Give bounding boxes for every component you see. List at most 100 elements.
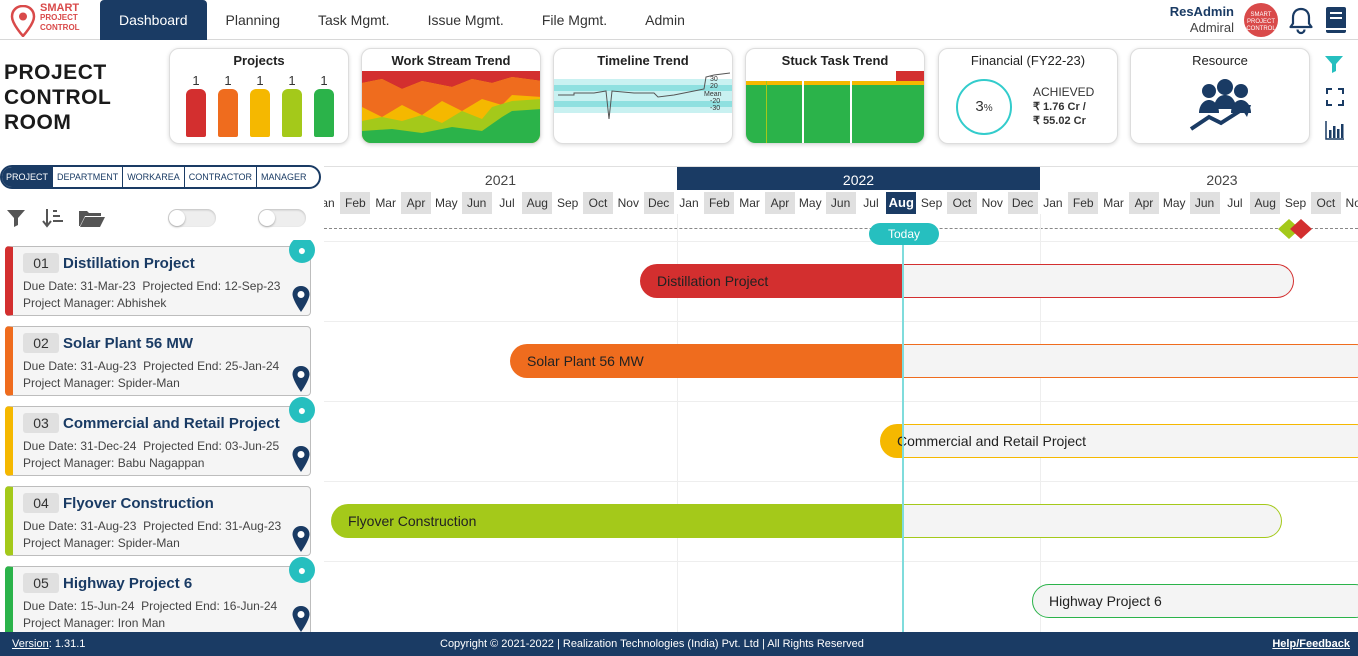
location-pin-icon[interactable] [291,285,311,313]
project-card-01[interactable]: 01 Distillation Project Due Date: 31-Mar… [5,246,311,316]
timeline-label-mean: Mean [704,91,722,98]
projects-bar-yellow[interactable] [250,89,270,137]
projects-bar-green[interactable] [314,89,334,137]
financial-summary: ACHIEVED ₹ 1.76 Cr / ₹ 55.02 Cr [1033,85,1094,128]
projects-bar-orange[interactable] [218,89,238,137]
project-due-date: Due Date: 31-Aug-23 [23,519,137,533]
expand-icon[interactable] [1326,88,1344,106]
month-may-4: May [434,196,458,210]
app-logo[interactable]: SMART PROJECT CONTROL [10,3,90,37]
stuck-task-trend-card[interactable]: Stuck Task Trend [745,48,925,144]
project-card-04[interactable]: 04 Flyover Construction Due Date: 31-Aug… [5,486,311,556]
tab-project[interactable]: PROJECT [2,167,54,187]
bar-remaining [903,504,1282,538]
version-link[interactable]: Version [12,638,49,650]
version-info: Version: 1.31.1 [12,632,85,656]
financial-card[interactable]: Financial (FY22-23) 3% ACHIEVED ₹ 1.76 C… [938,48,1118,144]
project-dates: Due Date: 31-Aug-23 Projected End: 25-Ja… [23,359,279,373]
project-due-date: Due Date: 15-Jun-24 [23,599,135,613]
nav-tab-planning[interactable]: Planning [225,12,281,28]
project-card-02[interactable]: 02 Solar Plant 56 MW Due Date: 31-Aug-23… [5,326,311,396]
month-dec-23: Dec [1007,192,1038,214]
location-pin-icon[interactable] [291,445,311,473]
project-number: 01 [23,253,59,273]
project-manager: Project Manager: Spider-Man [23,376,180,390]
nav-tab-task-mgmt[interactable]: Task Mgmt. [318,12,390,28]
month-apr-15: Apr [764,192,795,214]
projects-count-yellow: 1 [256,73,264,88]
nav-tab-dashboard[interactable]: Dashboard [100,0,207,40]
project-card-05[interactable]: 05 Highway Project 6 Due Date: 15-Jun-24… [5,566,311,632]
sort-icon[interactable] [42,207,64,229]
tab-manager[interactable]: MANAGER [261,172,307,182]
work-stream-trend-card[interactable]: Work Stream Trend [361,48,541,144]
projects-bar-red[interactable] [186,89,206,137]
project-number: 05 [23,573,59,593]
project-name: Solar Plant 56 MW [63,335,194,352]
avatar[interactable]: SMART PROJECT CONTROL [1244,3,1278,37]
toggle-switch-1[interactable] [168,209,216,227]
project-due-date: Due Date: 31-Mar-23 [23,279,136,293]
user-role: Admiral [1189,20,1234,35]
nav-tab-issue-mgmt[interactable]: Issue Mgmt. [427,12,504,28]
help-feedback-link[interactable]: Help/Feedback [1272,638,1350,650]
project-projected-end: Projected End: 31-Aug-23 [143,519,282,533]
project-name: Highway Project 6 [63,575,193,592]
list-filter-icon[interactable] [6,208,26,228]
page-title: PROJECT CONTROL ROOM [4,60,111,135]
location-pin-logo-icon [10,5,36,37]
bar-chart-icon[interactable] [1325,120,1345,140]
row-divider [324,241,1358,242]
tab-department[interactable]: DEPARTMENT [53,167,124,187]
month-oct-9: Oct [582,192,613,214]
project-projected-end: Projected End: 03-Jun-25 [143,439,280,453]
timeline-trend-title: Timeline Trend [597,53,689,68]
row-divider [324,561,1358,562]
bar-remaining [903,424,1358,458]
projects-bar-lime[interactable] [282,89,302,137]
location-pin-icon[interactable] [291,525,311,553]
list-toolbar [6,206,326,232]
row-divider [324,401,1358,402]
user-info[interactable]: ResAdmin Admiral [1170,4,1234,36]
tab-workarea[interactable]: WORKAREA [123,167,185,187]
main-nav-tabs: Dashboard Planning Task Mgmt. Issue Mgmt… [100,0,704,40]
bell-icon[interactable] [1286,5,1316,35]
stuck-task-trend-chart [746,71,924,143]
gridline [677,214,678,632]
month-aug-19: Aug [886,192,917,214]
projects-count-orange: 1 [224,73,232,88]
lightbulb-icon[interactable]: ● [289,397,315,423]
month-mar-26: Mar [1103,196,1124,210]
user-name: ResAdmin [1169,4,1234,19]
today-marker[interactable]: Today [869,223,939,245]
logo-line1: SMART [40,2,80,14]
bar-progress [510,344,903,378]
resource-card[interactable]: Resource [1130,48,1310,144]
tab-contractor[interactable]: CONTRACTOR [185,167,258,187]
filter-icon[interactable] [1324,54,1344,74]
nav-tab-file-mgmt[interactable]: File Mgmt. [541,12,608,28]
bar-progress [880,424,903,458]
month-mar-2: Mar [375,196,396,210]
timeline-trend-card[interactable]: Timeline Trend 30 20 Mean -20 -30 [553,48,733,144]
project-card-03[interactable]: 03 Commercial and Retail Project Due Dat… [5,406,311,476]
location-pin-icon[interactable] [291,365,311,393]
toggle-switch-2[interactable] [258,209,306,227]
folder-open-icon[interactable] [78,208,106,228]
milestone-diamonds[interactable] [1277,218,1313,240]
month-aug-31: Aug [1250,192,1281,214]
month-nov-34: Nov [1345,196,1358,210]
nav-tab-admin[interactable]: Admin [645,12,685,28]
projects-card[interactable]: Projects 1 1 1 1 1 [169,48,349,144]
project-number: 04 [23,493,59,513]
month-jul-30: Jul [1227,196,1243,210]
month-nov-10: Nov [617,196,639,210]
project-manager: Project Manager: Babu Nagappan [23,456,205,470]
project-name: Commercial and Retail Project [63,415,280,432]
lightbulb-icon[interactable]: ● [289,240,315,263]
lightbulb-icon[interactable]: ● [289,557,315,583]
work-stream-trend-chart [362,71,540,143]
location-pin-icon[interactable] [291,605,311,632]
book-icon[interactable] [1324,6,1348,34]
